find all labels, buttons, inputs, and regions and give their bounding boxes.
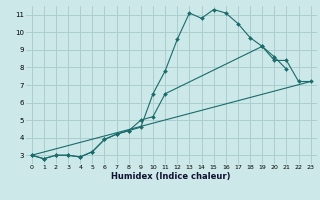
X-axis label: Humidex (Indice chaleur): Humidex (Indice chaleur) [111, 172, 231, 181]
